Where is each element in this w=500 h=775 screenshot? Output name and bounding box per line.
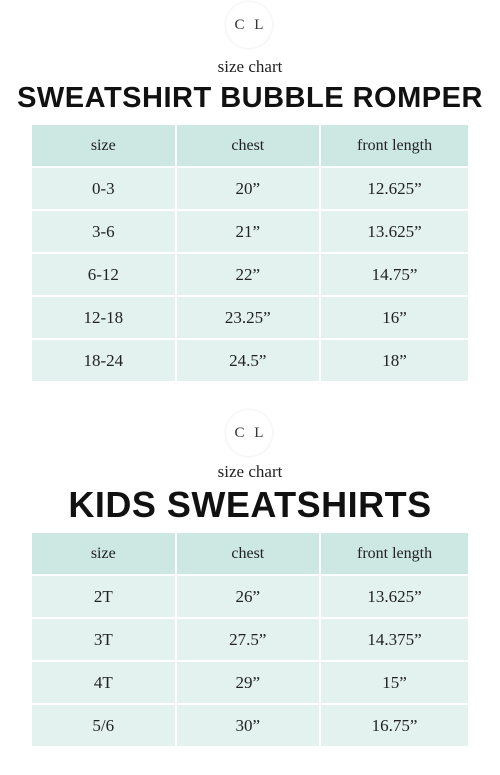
cell-size: 18-24 bbox=[32, 340, 175, 381]
cell-size: 5/6 bbox=[32, 705, 175, 746]
cell-size: 6-12 bbox=[32, 254, 175, 295]
cell-chest: 24.5” bbox=[176, 340, 320, 381]
brand-logo: C L bbox=[226, 2, 272, 48]
cell-chest: 21” bbox=[176, 211, 320, 252]
header-chest: chest bbox=[176, 533, 320, 574]
table-row: 4T 29” 15” bbox=[32, 662, 468, 703]
size-chart-subtitle: size chart bbox=[217, 57, 283, 76]
cell-chest: 27.5” bbox=[176, 619, 320, 660]
table-row: 0-3 20” 12.625” bbox=[32, 168, 468, 209]
cell-chest: 23.25” bbox=[176, 297, 320, 338]
header-size: size bbox=[32, 125, 175, 166]
cell-front-length: 14.75” bbox=[321, 254, 468, 295]
table-row: 12-18 23.25” 16” bbox=[32, 297, 468, 338]
header-front-length: front length bbox=[321, 533, 468, 574]
cell-size: 3-6 bbox=[32, 211, 175, 252]
cell-front-length: 18” bbox=[321, 340, 468, 381]
cell-front-length: 16.75” bbox=[321, 705, 468, 746]
table-row: 18-24 24.5” 18” bbox=[32, 340, 468, 381]
romper-section: C L size chart SWEATSHIRT BUBBLE ROMPER … bbox=[17, 2, 483, 383]
cell-chest: 22” bbox=[176, 254, 320, 295]
kids-size-table: size chest front length 2T 26” 13.625” 3… bbox=[30, 531, 470, 748]
table-header-row: size chest front length bbox=[32, 125, 468, 166]
kids-title: KIDS SWEATSHIRTS bbox=[68, 484, 432, 525]
table-row: 5/6 30” 16.75” bbox=[32, 705, 468, 746]
brand-logo: C L bbox=[226, 410, 272, 456]
header-chest: chest bbox=[176, 125, 320, 166]
table-header-row: size chest front length bbox=[32, 533, 468, 574]
cell-front-length: 15” bbox=[321, 662, 468, 703]
cell-size: 12-18 bbox=[32, 297, 175, 338]
cell-front-length: 16” bbox=[321, 297, 468, 338]
cell-size: 0-3 bbox=[32, 168, 175, 209]
cell-chest: 30” bbox=[176, 705, 320, 746]
cell-size: 2T bbox=[32, 576, 175, 617]
table-row: 3-6 21” 13.625” bbox=[32, 211, 468, 252]
cell-chest: 20” bbox=[176, 168, 320, 209]
cell-front-length: 14.375” bbox=[321, 619, 468, 660]
cell-size: 3T bbox=[32, 619, 175, 660]
table-row: 3T 27.5” 14.375” bbox=[32, 619, 468, 660]
cell-front-length: 13.625” bbox=[321, 576, 468, 617]
cell-size: 4T bbox=[32, 662, 175, 703]
size-chart-subtitle: size chart bbox=[217, 462, 283, 481]
romper-size-table: size chest front length 0-3 20” 12.625” … bbox=[30, 123, 470, 383]
cell-front-length: 13.625” bbox=[321, 211, 468, 252]
table-row: 6-12 22” 14.75” bbox=[32, 254, 468, 295]
header-size: size bbox=[32, 533, 175, 574]
cell-chest: 29” bbox=[176, 662, 320, 703]
header-front-length: front length bbox=[321, 125, 468, 166]
romper-title: SWEATSHIRT BUBBLE ROMPER bbox=[17, 82, 483, 114]
cell-chest: 26” bbox=[176, 576, 320, 617]
cell-front-length: 12.625” bbox=[321, 168, 468, 209]
table-row: 2T 26” 13.625” bbox=[32, 576, 468, 617]
